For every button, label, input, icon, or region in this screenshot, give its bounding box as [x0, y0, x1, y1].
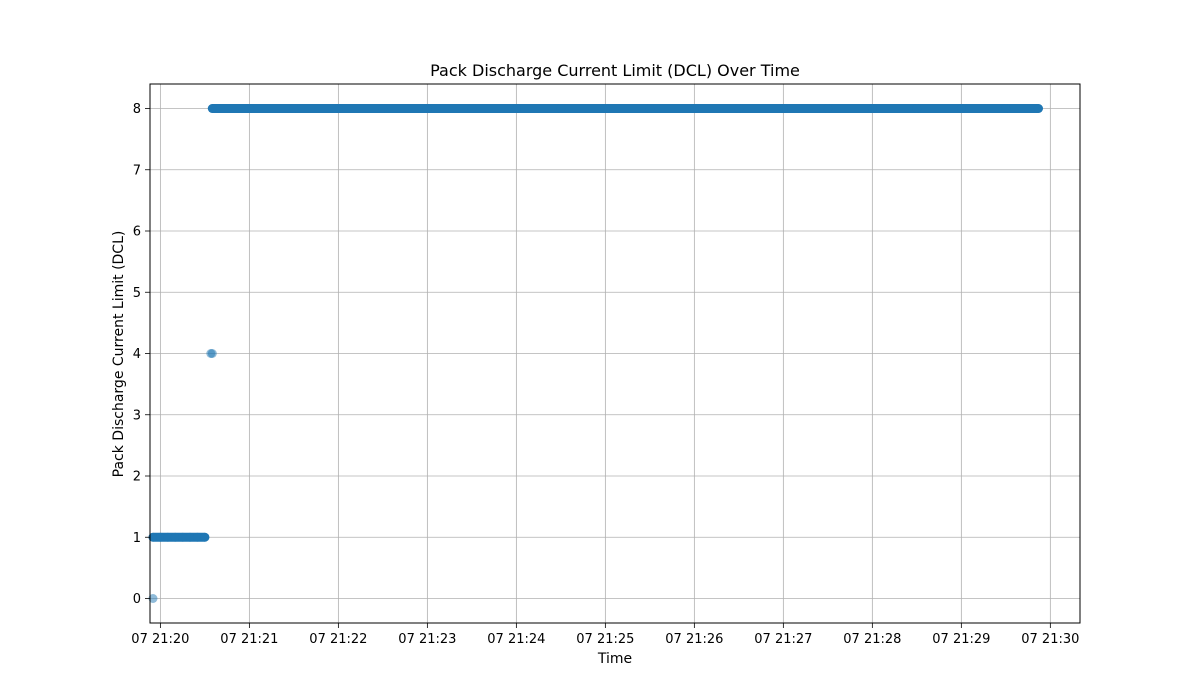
data-point — [207, 349, 217, 358]
data-point — [178, 532, 188, 542]
data-point — [867, 104, 877, 113]
grid-lines — [150, 84, 1080, 623]
data-point — [333, 104, 343, 113]
data-point — [912, 104, 922, 113]
y-tick-label: 8 — [133, 102, 141, 117]
x-tick-label: 07 21:27 — [754, 632, 812, 647]
data-point — [378, 104, 388, 113]
data-point — [148, 594, 158, 603]
y-tick-label: 7 — [133, 163, 141, 178]
x-tick-label: 07 21:20 — [131, 632, 189, 647]
data-point — [185, 532, 195, 542]
data-point — [200, 532, 210, 542]
data-point — [556, 104, 566, 113]
x-axis-ticks: 07 21:20 07 21:21 07 21:22 07 21:23 07 21:24… — [131, 623, 1079, 647]
y-tick-label: 0 — [133, 592, 141, 607]
y-axis-ticks: 0 1 2 3 4 5 6 7 8 — [133, 102, 150, 607]
data-point — [600, 104, 610, 113]
x-tick-label: 07 21:24 — [487, 632, 545, 647]
data-point — [645, 104, 655, 113]
data-points — [148, 104, 1043, 603]
y-tick-label: 6 — [133, 225, 141, 240]
data-point — [467, 104, 477, 113]
data-point — [823, 104, 833, 113]
data-point — [511, 104, 521, 113]
data-point — [244, 104, 254, 113]
x-tick-label: 07 21:22 — [309, 632, 367, 647]
data-point — [689, 104, 699, 113]
data-point — [148, 532, 158, 542]
data-point — [1033, 104, 1043, 113]
y-tick-label: 3 — [133, 408, 141, 423]
x-tick-label: 07 21:21 — [220, 632, 278, 647]
data-point — [734, 104, 744, 113]
chart-title: Pack Discharge Current Limit (DCL) Over … — [430, 61, 800, 80]
x-tick-label: 07 21:23 — [398, 632, 456, 647]
data-point — [778, 104, 788, 113]
y-tick-label: 5 — [133, 286, 141, 301]
y-tick-label: 1 — [133, 531, 141, 546]
x-tick-label: 07 21:26 — [665, 632, 723, 647]
x-axis-label: Time — [597, 651, 632, 667]
data-point — [956, 104, 966, 113]
data-point — [163, 532, 173, 542]
x-tick-label: 07 21:29 — [932, 632, 990, 647]
y-axis-label: Pack Discharge Current Limit (DCL) — [111, 231, 127, 478]
data-point — [1001, 104, 1011, 113]
data-point — [422, 104, 432, 113]
x-tick-label: 07 21:28 — [843, 632, 901, 647]
data-point — [207, 104, 217, 113]
data-point — [155, 532, 165, 542]
x-tick-label: 07 21:30 — [1021, 632, 1079, 647]
y-tick-label: 4 — [133, 347, 141, 362]
y-tick-label: 2 — [133, 470, 141, 485]
data-point — [289, 104, 299, 113]
data-point — [170, 532, 180, 542]
x-tick-label: 07 21:25 — [576, 632, 634, 647]
data-point — [192, 532, 202, 542]
